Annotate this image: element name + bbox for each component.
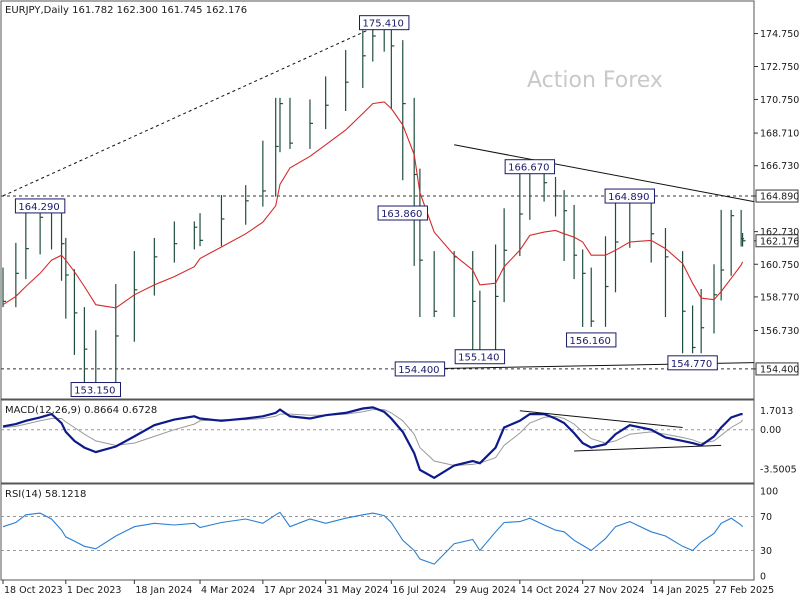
annotation-1: 164.290 [14,198,66,214]
rsi-panel-frame [0,483,755,581]
rsi-axis-label: 30 [760,546,772,557]
x-axis-label: 27 Feb 2025 [715,585,774,596]
price-axis-badge [755,189,799,203]
descending-resistance-trendline [454,144,755,203]
price-axis-label: 162.176 [760,236,799,247]
annotation-box [566,332,617,348]
chart-ohlc-label: EURJPY,Daily 161.782 162.300 161.745 162… [5,5,247,16]
annotation-text: 154.770 [671,359,712,370]
annotation-7: 155.140 [454,349,506,365]
annotation-text: 154.400 [398,365,439,376]
price-axis-label: 164.890 [760,192,799,203]
annotation-2: 163.860 [377,205,428,221]
annotation-8: 156.160 [566,332,617,348]
macd-label: MACD(12,26,9) 0.8664 0.6728 [5,405,157,416]
annotation-box [359,15,410,31]
annotation-5: 153.150 [70,382,122,398]
annotation-box [454,349,506,365]
price-axis-label: 160.750 [760,260,799,271]
x-axis-label: 29 Aug 2024 [455,585,516,596]
price-series-layer: 175.410 164.290 163.860 166.670 164.890 153.1… [1,15,755,398]
price-panel-frame [0,0,755,400]
moving-average-line [2,101,744,309]
rising-dotted-trendline [2,22,385,197]
annotation-text: 166.670 [508,163,549,174]
annotation-box [667,355,718,371]
macd-main-line [2,406,743,480]
axis-layer: 174.750 172.750 170.750 168.710 166.730 164.8… [2,29,799,596]
x-axis-label: 31 May 2024 [327,585,389,596]
price-axis-label: 168.710 [760,129,799,140]
rsi-axis-label: 100 [760,487,778,498]
x-axis-label: 18 Jan 2024 [135,585,192,596]
x-axis-label: 1 Dec 2023 [67,585,122,596]
annotation-text: 153.150 [74,386,115,397]
rsi-axis-label: 70 [760,512,772,523]
price-axis-label: 156.730 [760,326,799,337]
annotation-box [394,361,446,377]
macd-layer [1,406,754,480]
price-axis-badge [755,362,799,376]
x-axis-label: 18 Oct 2023 [4,585,63,596]
annotation-box [377,205,428,221]
x-axis-label: 14 Oct 2024 [521,585,580,596]
price-axis-label: 170.750 [760,95,799,106]
annotation-text: 163.860 [381,209,422,220]
rsi-axis-label: 0 [760,572,766,583]
macd-axis-label: -3.5005 [760,464,797,475]
x-axis-label: 14 Jan 2025 [652,585,709,596]
annotation-3: 166.670 [504,159,556,175]
price-axis-label: 154.400 [760,364,799,375]
annotation-box [14,198,66,214]
macd-lower-trendline [574,444,722,452]
macd-panel-frame [0,399,755,484]
price-axis-label: 166.730 [760,161,799,172]
x-axis-label: 17 Apr 2024 [264,585,323,596]
price-axis-badge [755,234,799,248]
annotation-0: 175.410 [359,15,410,31]
annotation-text: 155.140 [458,353,499,364]
rsi-layer [1,511,754,565]
macd-signal-line [2,409,744,467]
annotation-text: 164.290 [18,202,59,213]
watermark: Action Forex [527,68,663,93]
macd-axis-label: 0.00 [760,425,781,436]
rsi-label: RSI(14) 58.1218 [5,489,86,500]
rsi-line [2,511,744,565]
annotation-text: 175.410 [363,19,404,30]
annotation-6: 154.400 [394,361,446,377]
macd-axis-label: 1.7013 [760,406,793,417]
annotation-box [604,188,655,204]
price-axis-label: 162.730 [760,227,799,238]
x-axis-label: 27 Nov 2024 [584,585,645,596]
macd-upper-trendline [519,410,683,428]
price-axis-label: 172.750 [760,62,799,73]
x-axis-label: 4 Mar 2024 [201,585,255,596]
annotation-box [504,159,556,175]
annotation-text: 156.160 [570,336,611,347]
price-axis-label: 174.750 [760,29,799,40]
price-axis-label: 158.770 [760,292,799,303]
x-axis-label: 16 Jul 2024 [392,585,446,596]
annotation-box [70,382,122,398]
annotation-4: 164.890 [604,188,655,204]
annotation-text: 164.890 [608,192,649,203]
annotation-9: 154.770 [667,355,718,371]
